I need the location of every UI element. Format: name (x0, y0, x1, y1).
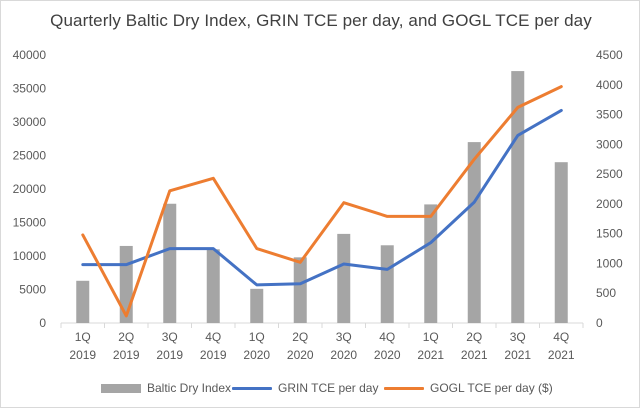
legend-item-gogl: GOGL TCE per day ($) (384, 377, 553, 399)
left-axis-tick-label: 25000 (13, 149, 47, 163)
bar-baltic-dry-index (294, 257, 307, 323)
x-axis-tick-label-year: 2021 (417, 348, 444, 362)
right-axis-tick-label: 0 (596, 316, 603, 330)
x-axis-tick-label-year: 2020 (330, 348, 357, 362)
x-axis-tick-label-quarter: 3Q (510, 330, 526, 344)
x-axis-tick-label-year: 2019 (156, 348, 183, 362)
x-axis-tick-label-quarter: 2Q (118, 330, 134, 344)
right-axis-tick-label: 1000 (596, 256, 623, 270)
bar-baltic-dry-index (163, 204, 176, 323)
bar-baltic-dry-index (468, 142, 481, 323)
left-axis-tick-label: 20000 (13, 182, 47, 196)
right-axis-tick-label: 4000 (596, 78, 623, 92)
line-grin-tce (83, 110, 562, 285)
bar-baltic-dry-index (207, 249, 220, 323)
x-axis-tick-label-year: 2019 (113, 348, 140, 362)
bar-baltic-dry-index (555, 162, 568, 323)
legend-label-gogl: GOGL TCE per day ($) (430, 381, 553, 395)
bar-baltic-dry-index (250, 289, 263, 323)
left-axis-tick-label: 35000 (13, 82, 47, 96)
x-axis-tick-label-quarter: 4Q (553, 330, 569, 344)
x-axis-tick-label-year: 2020 (374, 348, 401, 362)
x-axis-tick-label-quarter: 4Q (205, 330, 221, 344)
left-axis-tick-label: 15000 (13, 216, 47, 230)
x-axis-tick-label-year: 2021 (504, 348, 531, 362)
right-axis-tick-label: 4500 (596, 48, 623, 62)
legend-swatch-bdi (101, 384, 141, 393)
left-axis-tick-label: 0 (39, 316, 46, 330)
legend-item-grin: GRIN TCE per day (232, 377, 378, 399)
bar-baltic-dry-index (337, 234, 350, 323)
bar-baltic-dry-index (424, 204, 437, 323)
bar-baltic-dry-index (120, 246, 133, 323)
left-axis-tick-label: 30000 (13, 115, 47, 129)
x-axis-tick-label-quarter: 1Q (423, 330, 439, 344)
legend-swatch-gogl (384, 387, 424, 390)
x-axis-tick-label-year: 2020 (287, 348, 314, 362)
right-axis-tick-label: 3000 (596, 137, 623, 151)
legend-label-grin: GRIN TCE per day (278, 381, 378, 395)
x-axis-tick-label-quarter: 2Q (466, 330, 482, 344)
x-axis-tick-label-quarter: 3Q (162, 330, 178, 344)
x-axis-tick-label-quarter: 4Q (379, 330, 395, 344)
x-axis-tick-label-quarter: 1Q (75, 330, 91, 344)
x-axis-tick-label-year: 2021 (461, 348, 488, 362)
line-gogl-tce (83, 87, 562, 316)
right-axis-tick-label: 2000 (596, 197, 623, 211)
x-axis-tick-label-year: 2020 (243, 348, 270, 362)
left-axis-tick-label: 10000 (13, 249, 47, 263)
x-axis-tick-label-year: 2021 (548, 348, 575, 362)
bar-baltic-dry-index (76, 281, 89, 323)
legend: Baltic Dry Index GRIN TCE per day GOGL T… (1, 377, 640, 399)
x-axis-tick-label-year: 2019 (200, 348, 227, 362)
bar-baltic-dry-index (381, 245, 394, 323)
right-axis-tick-label: 1500 (596, 227, 623, 241)
legend-item-bdi: Baltic Dry Index (101, 377, 231, 399)
x-axis-tick-label-quarter: 1Q (249, 330, 265, 344)
x-axis-tick-label-quarter: 3Q (336, 330, 352, 344)
right-axis-tick-label: 2500 (596, 167, 623, 181)
left-axis-tick-label: 5000 (19, 283, 46, 297)
right-axis-tick-label: 500 (596, 286, 616, 300)
legend-swatch-grin (232, 387, 272, 390)
left-axis-tick-label: 40000 (13, 48, 47, 62)
legend-label-bdi: Baltic Dry Index (147, 381, 231, 395)
right-axis-tick-label: 3500 (596, 108, 623, 122)
x-axis-tick-label-year: 2019 (69, 348, 96, 362)
x-axis-tick-label-quarter: 2Q (292, 330, 308, 344)
